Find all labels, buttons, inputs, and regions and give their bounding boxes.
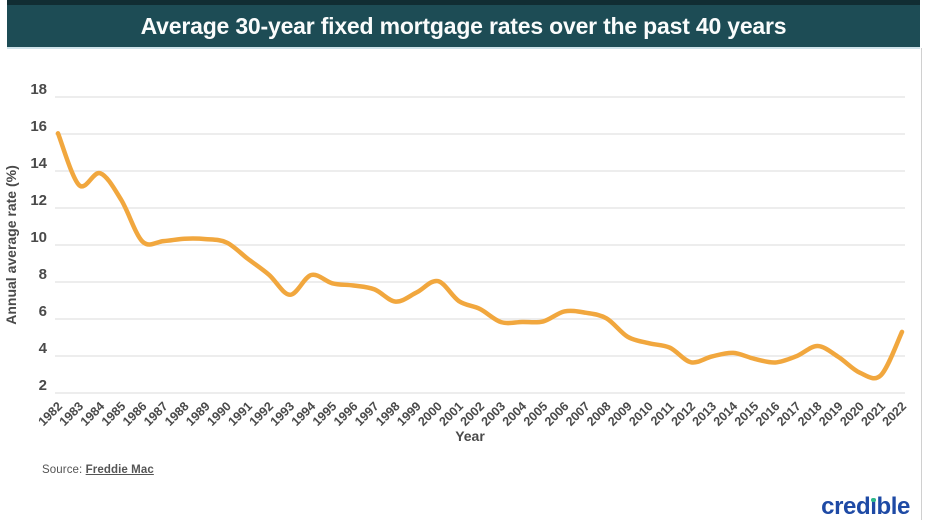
svg-text:4: 4 xyxy=(39,340,48,357)
source-prefix: Source: xyxy=(42,464,86,476)
grid-lines xyxy=(55,96,905,394)
mortgage-rate-line xyxy=(55,131,905,381)
x-axis-title: Year xyxy=(455,428,485,444)
svg-text:12: 12 xyxy=(30,192,47,209)
svg-text:14: 14 xyxy=(30,155,47,172)
svg-text:10: 10 xyxy=(30,229,47,246)
svg-text:2: 2 xyxy=(39,377,47,394)
svg-text:16: 16 xyxy=(30,118,47,135)
y-axis-tick-labels: 2 4 6 8 10 12 14 16 18 xyxy=(30,81,47,394)
logo-i-green-dot-icon: ı xyxy=(870,493,877,520)
chart-title-banner: Average 30-year fixed mortgage rates ove… xyxy=(7,0,920,49)
svg-text:18: 18 xyxy=(30,81,47,98)
credible-logo[interactable]: credıble xyxy=(821,495,910,519)
svg-text:6: 6 xyxy=(39,303,47,320)
logo-text-post: ble xyxy=(876,493,911,520)
svg-text:2022: 2022 xyxy=(880,399,910,429)
y-axis-title: Annual average rate (%) xyxy=(3,165,19,325)
x-axis-tick-labels: 1982198319841985198619871988198919901991… xyxy=(36,399,910,429)
source-attribution: Source: Freddie Mac xyxy=(42,464,154,476)
source-link[interactable]: Freddie Mac xyxy=(85,464,154,476)
page-title: Average 30-year fixed mortgage rates ove… xyxy=(140,12,787,39)
svg-text:8: 8 xyxy=(39,266,47,283)
logo-text-pre: cred xyxy=(821,493,871,520)
